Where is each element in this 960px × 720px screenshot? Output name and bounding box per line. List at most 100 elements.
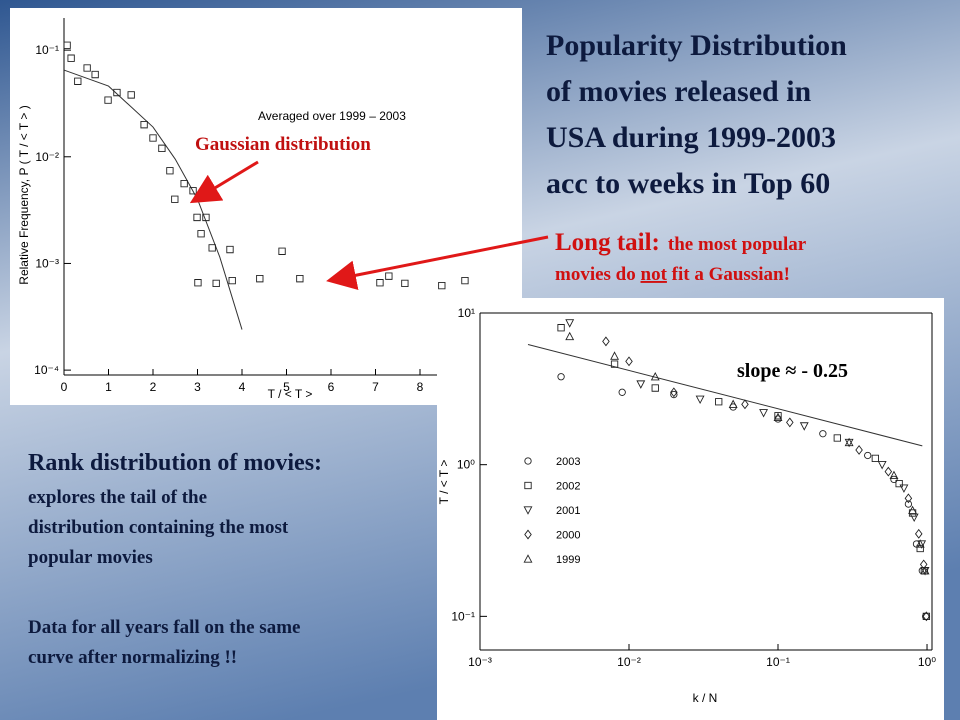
panel-2 [437, 298, 944, 720]
point [855, 445, 863, 455]
point [908, 509, 917, 517]
point [915, 539, 925, 548]
long-tail-label: Long tail: [555, 229, 660, 256]
point [104, 96, 112, 104]
long-tail: Long tail: the most popular movies do not… [555, 229, 807, 285]
x-tick-label: 4 [239, 380, 246, 394]
point [899, 484, 909, 493]
point [741, 399, 749, 410]
point [461, 276, 469, 285]
point [799, 422, 809, 431]
title-line: USA during 1999-2003 [546, 121, 836, 154]
point [376, 279, 384, 287]
point [914, 528, 923, 539]
rank-heading: Rank distribution of movies: [28, 450, 322, 476]
rank-line: distribution containing the most [28, 517, 289, 538]
x-tick-label: 10⁻² [617, 655, 641, 669]
rank-line: popular movies [28, 547, 153, 568]
long-tail-line: movies do not fit a Gaussian! [555, 264, 790, 285]
legend-label: 2000 [556, 530, 580, 542]
point [296, 275, 304, 283]
point [610, 360, 619, 368]
y-tick-label: 10⁻² [35, 150, 59, 164]
point [844, 437, 854, 447]
point [171, 195, 179, 203]
point [916, 544, 924, 553]
point [127, 91, 135, 99]
point [67, 54, 75, 62]
point [63, 41, 71, 49]
point [618, 388, 626, 396]
point [715, 398, 723, 406]
point [166, 167, 174, 175]
y-tick-label: 10⁰ [457, 458, 475, 472]
point [385, 272, 393, 280]
panel-1 [10, 8, 522, 405]
point [650, 371, 660, 381]
x-tick-label: 10⁻¹ [766, 655, 790, 669]
point [670, 387, 678, 398]
point [759, 409, 769, 418]
point [197, 230, 205, 238]
long-tail-text: not [641, 264, 668, 285]
point [610, 351, 620, 360]
point [158, 144, 166, 152]
point [193, 213, 201, 222]
point [864, 451, 872, 460]
title-line: acc to weeks in Top 60 [546, 167, 830, 200]
point [904, 500, 913, 508]
point [625, 356, 633, 367]
point [180, 179, 188, 188]
point [212, 279, 220, 288]
point [890, 475, 898, 484]
point [278, 247, 286, 255]
point [884, 466, 893, 477]
point [208, 244, 216, 252]
point [557, 373, 565, 381]
long-tail-text: fit a Gaussian! [667, 264, 790, 285]
annotation: slope ≈ - 0.25 [737, 360, 848, 382]
point [651, 384, 659, 392]
title-line: Popularity Distribution [546, 29, 847, 62]
point [83, 64, 91, 72]
long-tail-text: the most popular [668, 234, 807, 255]
point [438, 281, 446, 290]
x-axis-label: k / N [693, 691, 718, 705]
note-line: curve after normalizing !! [28, 647, 237, 668]
legend-label: 2003 [556, 456, 580, 468]
title-line: of movies released in [546, 75, 812, 108]
point [636, 380, 646, 389]
y-axis-label: T / < T > [437, 460, 451, 505]
point [91, 70, 99, 79]
rank-text: Rank distribution of movies: explores th… [28, 450, 322, 668]
point [819, 430, 827, 438]
legend-marker [524, 529, 532, 540]
point [228, 276, 236, 285]
legend-marker [524, 457, 532, 465]
y-tick-label: 10⁻¹ [451, 609, 475, 623]
point [917, 540, 927, 549]
point [889, 470, 899, 480]
legend-marker [523, 506, 533, 515]
chart-1: 0 1 2 3 4 5 6 7 8 10⁻⁴ 10⁻³ 10⁻² 10⁻¹ T / < T > Relati… [17, 18, 509, 401]
legend-label: 2001 [556, 505, 580, 517]
annotation: Averaged over 1999 – 2003 [258, 109, 406, 123]
y-tick-label: 10⁻⁴ [34, 363, 59, 377]
point [74, 77, 82, 85]
point [565, 331, 575, 341]
point [904, 493, 913, 504]
x-tick-label: 7 [372, 380, 379, 394]
long-tail-line: Long tail: the most popular [555, 229, 807, 256]
x-tick-label: 8 [417, 380, 424, 394]
x-tick-label: 3 [194, 380, 201, 394]
y-tick-label: 10¹ [458, 306, 475, 320]
fit-line [527, 344, 923, 447]
rank-line: explores the tail of the [28, 487, 207, 508]
point [602, 336, 610, 347]
x-tick-label: 1 [105, 380, 112, 394]
point [202, 213, 210, 222]
x-tick-label: 10⁰ [918, 655, 936, 669]
x-tick-label: 6 [328, 380, 335, 394]
point [695, 395, 705, 405]
